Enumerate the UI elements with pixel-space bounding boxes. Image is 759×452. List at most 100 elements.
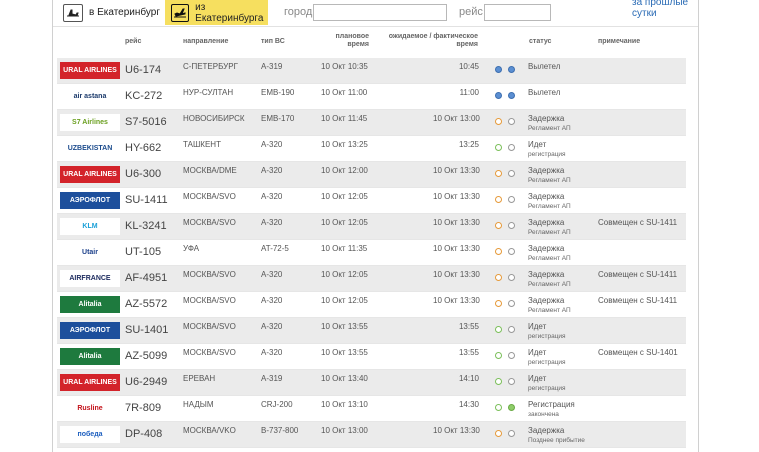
table-row[interactable]: АЭРОФЛОТ SU-1401 МОСКВА/SVO A-320 10 Окт 13:… — [57, 318, 686, 344]
flight-input[interactable] — [484, 4, 551, 21]
status-text: Вылетел — [528, 88, 561, 97]
flight-status: Задержка Регламент АП — [528, 192, 571, 212]
status-indicator-icon — [508, 430, 515, 437]
right-margin — [698, 0, 759, 452]
aircraft-type: CRJ-200 — [261, 400, 293, 409]
status-indicator-icon — [495, 170, 502, 177]
status-subtext: регистрация — [528, 359, 566, 366]
status-indicator-icon — [495, 248, 502, 255]
aircraft-type: A-320 — [261, 296, 283, 305]
table-row[interactable]: KLM KL-3241 МОСКВА/SVO A-320 10 Окт 12:05 10 … — [57, 214, 686, 240]
status-text: Задержка — [528, 114, 565, 123]
status-text: Задержка — [528, 218, 565, 227]
flight-status: Идет регистрация — [528, 322, 566, 342]
status-indicator-icon — [495, 430, 502, 437]
destination: МОСКВА/VKO — [183, 426, 236, 435]
status-indicator-icon — [508, 92, 515, 99]
table-row[interactable]: UZBEKISTAN HY-662 ТАШКЕНТ A-320 10 Окт 13:25… — [57, 136, 686, 162]
actual-time: 13:55 — [458, 348, 479, 357]
airline-logo: Alitalia — [60, 348, 120, 365]
airline-logo: URAL AIRLINES — [60, 166, 120, 183]
status-subtext: Регламент АП — [528, 125, 571, 132]
aircraft-type: EMB-170 — [261, 114, 295, 123]
flight-note: Совмещен с SU-1411 — [598, 218, 678, 227]
status-indicator-icon — [495, 66, 502, 73]
tab-arrivals[interactable]: в Екатеринбург — [57, 0, 161, 25]
actual-time: 10 Окт 13:30 — [433, 270, 480, 279]
table-row[interactable]: S7 Airlines S7-5016 НОВОСИБИРСК EMB-170 10 О… — [57, 110, 686, 136]
table-row[interactable]: Utair UT-105 УФА AT-72-5 10 Окт 11:35 10 Окт … — [57, 240, 686, 266]
table-row[interactable]: URAL AIRLINES U6-174 С-ПЕТЕРБУРГ A-319 10 Ок… — [57, 58, 686, 84]
status-indicator-icon — [508, 404, 515, 411]
header-actual: ожидаемое / фактическое время — [388, 33, 478, 48]
flights-table: URAL AIRLINES U6-174 С-ПЕТЕРБУРГ A-319 10 Ок… — [57, 58, 686, 448]
destination: МОСКВА/SVO — [183, 218, 236, 227]
aircraft-type: A-320 — [261, 218, 283, 227]
actual-time: 13:55 — [458, 322, 479, 331]
status-text: Идет — [528, 140, 547, 149]
table-row[interactable]: победа DP-408 МОСКВА/VKO B-737-800 10 Окт 13… — [57, 422, 686, 448]
flight-number: U6-174 — [125, 64, 162, 76]
flight-status: Идет регистрация — [528, 140, 566, 160]
scheduled-time: 10 Окт 11:35 — [321, 244, 368, 253]
flight-status: Задержка Регламент АП — [528, 218, 571, 238]
tab-arrivals-label: в Екатеринбург — [89, 7, 161, 18]
aircraft-type: A-320 — [261, 166, 283, 175]
status-subtext: регистрация — [528, 333, 566, 340]
aircraft-type: AT-72-5 — [261, 244, 289, 253]
flight-status: Задержка Регламент АП — [528, 114, 571, 134]
actual-time: 10 Окт 13:30 — [433, 218, 480, 227]
status-subtext: Позднее прибытие — [528, 437, 585, 444]
filter-bar: в Екатеринбург из Екатеринбурга город ре… — [53, 0, 698, 27]
airline-logo: AIRFRANCE — [60, 270, 120, 287]
flight-status: Идет регистрация — [528, 374, 566, 394]
scheduled-time: 10 Окт 10:35 — [321, 62, 368, 71]
status-subtext: Регламент АП — [528, 307, 571, 314]
actual-time: 10 Окт 13:30 — [433, 244, 480, 253]
status-text: Идет — [528, 322, 547, 331]
status-indicator-icon — [508, 196, 515, 203]
past-day-link[interactable]: за прошлые сутки — [632, 0, 689, 19]
table-row[interactable]: Rusline 7R-809 НАДЫМ CRJ-200 10 Окт 13:10 14:… — [57, 396, 686, 422]
status-indicator-icon — [495, 92, 502, 99]
status-indicator-icon — [508, 300, 515, 307]
table-row[interactable]: AIRFRANCE AF-4951 МОСКВА/SVO A-320 10 Окт 12… — [57, 266, 686, 292]
scheduled-time: 10 Окт 12:00 — [321, 166, 368, 175]
destination: МОСКВА/SVO — [183, 296, 236, 305]
airline-logo: Alitalia — [60, 296, 120, 313]
table-row[interactable]: air astana KC-272 НУР-СУЛТАН EMB-190 10 Окт … — [57, 84, 686, 110]
flight-number: S7-5016 — [125, 116, 167, 128]
scheduled-time: 10 Окт 13:55 — [321, 348, 368, 357]
status-text: Задержка — [528, 426, 565, 435]
tab-departures-label: из Екатеринбурга — [195, 1, 264, 24]
status-indicator-icon — [495, 378, 502, 385]
actual-time: 14:30 — [458, 400, 479, 409]
flight-number: SU-1411 — [125, 194, 168, 206]
flight-status: Задержка Регламент АП — [528, 270, 571, 290]
status-text: Идет — [528, 348, 547, 357]
flight-note: Совмещен с SU-1411 — [598, 296, 678, 305]
city-input[interactable] — [313, 4, 447, 21]
table-row[interactable]: URAL AIRLINES U6-300 МОСКВА/DME A-320 10 Окт… — [57, 162, 686, 188]
flight-number: U6-300 — [125, 168, 162, 180]
scheduled-time: 10 Окт 12:05 — [321, 270, 368, 279]
status-indicator-icon — [508, 352, 515, 359]
table-row[interactable]: АЭРОФЛОТ SU-1411 МОСКВА/SVO A-320 10 Окт 12:… — [57, 188, 686, 214]
header-aircraft: тип ВС — [261, 38, 285, 45]
status-subtext: Регламент АП — [528, 177, 571, 184]
aircraft-type: A-320 — [261, 140, 283, 149]
scheduled-time: 10 Окт 13:55 — [321, 322, 368, 331]
actual-time: 14:10 — [458, 374, 479, 383]
tab-departures[interactable]: из Екатеринбурга — [165, 0, 268, 25]
table-row[interactable]: Alitalia AZ-5099 МОСКВА/SVO A-320 10 Окт 13:… — [57, 344, 686, 370]
aircraft-type: A-319 — [261, 374, 283, 383]
header-flight: рейс — [125, 38, 142, 45]
status-subtext: Регламент АП — [528, 203, 571, 210]
table-row[interactable]: URAL AIRLINES U6-2949 ЕРЕВАН A-319 10 Окт 13… — [57, 370, 686, 396]
destination: МОСКВА/SVO — [183, 348, 236, 357]
flight-number: KC-272 — [125, 90, 163, 102]
flight-status: Задержка Регламент АП — [528, 296, 571, 316]
table-row[interactable]: Alitalia AZ-5572 МОСКВА/SVO A-320 10 Окт 12:… — [57, 292, 686, 318]
status-indicator-icon — [495, 326, 502, 333]
status-text: Задержка — [528, 270, 565, 279]
